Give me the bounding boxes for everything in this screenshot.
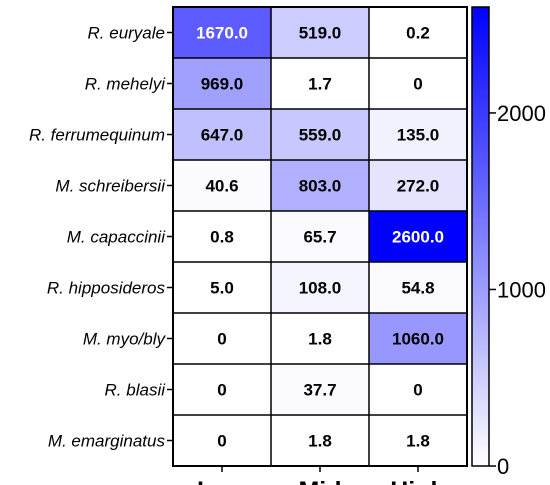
heatmap-cell xyxy=(271,313,369,364)
cell-value-label: 1060.0 xyxy=(392,330,444,349)
cell-value-label: 135.0 xyxy=(397,126,440,145)
heatmap-cell xyxy=(369,58,467,109)
heatmap-cell xyxy=(271,109,369,160)
heatmap-cell xyxy=(369,211,467,262)
cell-value-label: 272.0 xyxy=(397,177,440,196)
colorbar-tick-label: 0 xyxy=(497,454,509,479)
cell-value-label: 0 xyxy=(217,432,226,451)
cell-value-label: 1.8 xyxy=(406,432,430,451)
colorbar-gradient xyxy=(471,6,490,467)
heatmap-cell xyxy=(271,160,369,211)
cell-value-label: 0 xyxy=(413,75,422,94)
heatmap-cell xyxy=(271,364,369,415)
heatmap-cell xyxy=(369,160,467,211)
column-label: Mid xyxy=(298,477,341,485)
cell-value-label: 803.0 xyxy=(299,177,342,196)
row-label: M. myo/bly xyxy=(83,330,167,349)
cell-value-label: 40.6 xyxy=(205,177,238,196)
heatmap-cell xyxy=(173,313,271,364)
cell-value-label: 5.0 xyxy=(210,279,234,298)
cell-value-label: 0.2 xyxy=(406,24,430,43)
heatmap-cell xyxy=(271,262,369,313)
cell-value-label: 647.0 xyxy=(201,126,244,145)
cell-value-label: 0 xyxy=(217,381,226,400)
heatmap-cell xyxy=(173,58,271,109)
cell-value-label: 54.8 xyxy=(401,279,434,298)
colorbar-tick-label: 1000 xyxy=(497,277,546,302)
heatmap-cell xyxy=(369,313,467,364)
row-label: R. hipposideros xyxy=(47,279,166,298)
heatmap-cell xyxy=(173,364,271,415)
cell-value-label: 969.0 xyxy=(201,75,244,94)
row-label: M. schreibersii xyxy=(55,177,166,196)
heatmap-cell xyxy=(173,262,271,313)
row-label: R. ferrumequinum xyxy=(29,126,165,145)
cell-value-label: 0 xyxy=(413,381,422,400)
cell-value-label: 519.0 xyxy=(299,24,342,43)
row-label: R. euryale xyxy=(88,24,165,43)
heatmap-cell xyxy=(271,58,369,109)
cell-value-label: 1.8 xyxy=(308,330,332,349)
row-label: R. blasii xyxy=(105,381,167,400)
cell-value-label: 37.7 xyxy=(303,381,336,400)
heatmap-cell xyxy=(271,415,369,466)
row-label: R. mehelyi xyxy=(85,75,167,94)
cell-value-label: 108.0 xyxy=(299,279,342,298)
heatmap-cell xyxy=(369,7,467,58)
column-label: High xyxy=(390,477,446,485)
heatmap-cell xyxy=(369,364,467,415)
column-label: Low xyxy=(197,477,248,485)
column-labels: Low Mid High xyxy=(197,466,446,485)
heatmap-cell xyxy=(271,7,369,58)
row-labels: R. euryale R. mehelyi R. ferrumequinum M. s… xyxy=(29,24,173,451)
cell-value-label: 0.8 xyxy=(210,228,234,247)
heatmap-cell xyxy=(173,160,271,211)
cell-value-label: 65.7 xyxy=(303,228,336,247)
heatmap-cells: 1670.0 519.0 0.2 969.0 1.7 0 647.0 559.0 135.0 40… xyxy=(172,6,468,467)
heatmap-cell xyxy=(369,262,467,313)
row-label: M. capaccinii xyxy=(67,228,166,247)
cell-value-label: 1670.0 xyxy=(196,24,248,43)
cell-value-label: 0 xyxy=(217,330,226,349)
heatmap-cell xyxy=(173,211,271,262)
row-label: M. emarginatus xyxy=(48,432,166,451)
colorbar-tick-label: 2000 xyxy=(497,101,546,126)
heatmap-cell xyxy=(173,415,271,466)
heatmap-cell xyxy=(369,415,467,466)
colorbar: 0 1000 2000 xyxy=(471,6,546,479)
heatmap-cell xyxy=(173,109,271,160)
cell-value-label: 1.7 xyxy=(308,75,332,94)
heatmap-cell xyxy=(369,109,467,160)
cell-value-label: 2600.0 xyxy=(392,228,444,247)
cell-value-label: 559.0 xyxy=(299,126,342,145)
heatmap-cell xyxy=(173,7,271,58)
cell-value-label: 1.8 xyxy=(308,432,332,451)
heatmap-cell xyxy=(271,211,369,262)
